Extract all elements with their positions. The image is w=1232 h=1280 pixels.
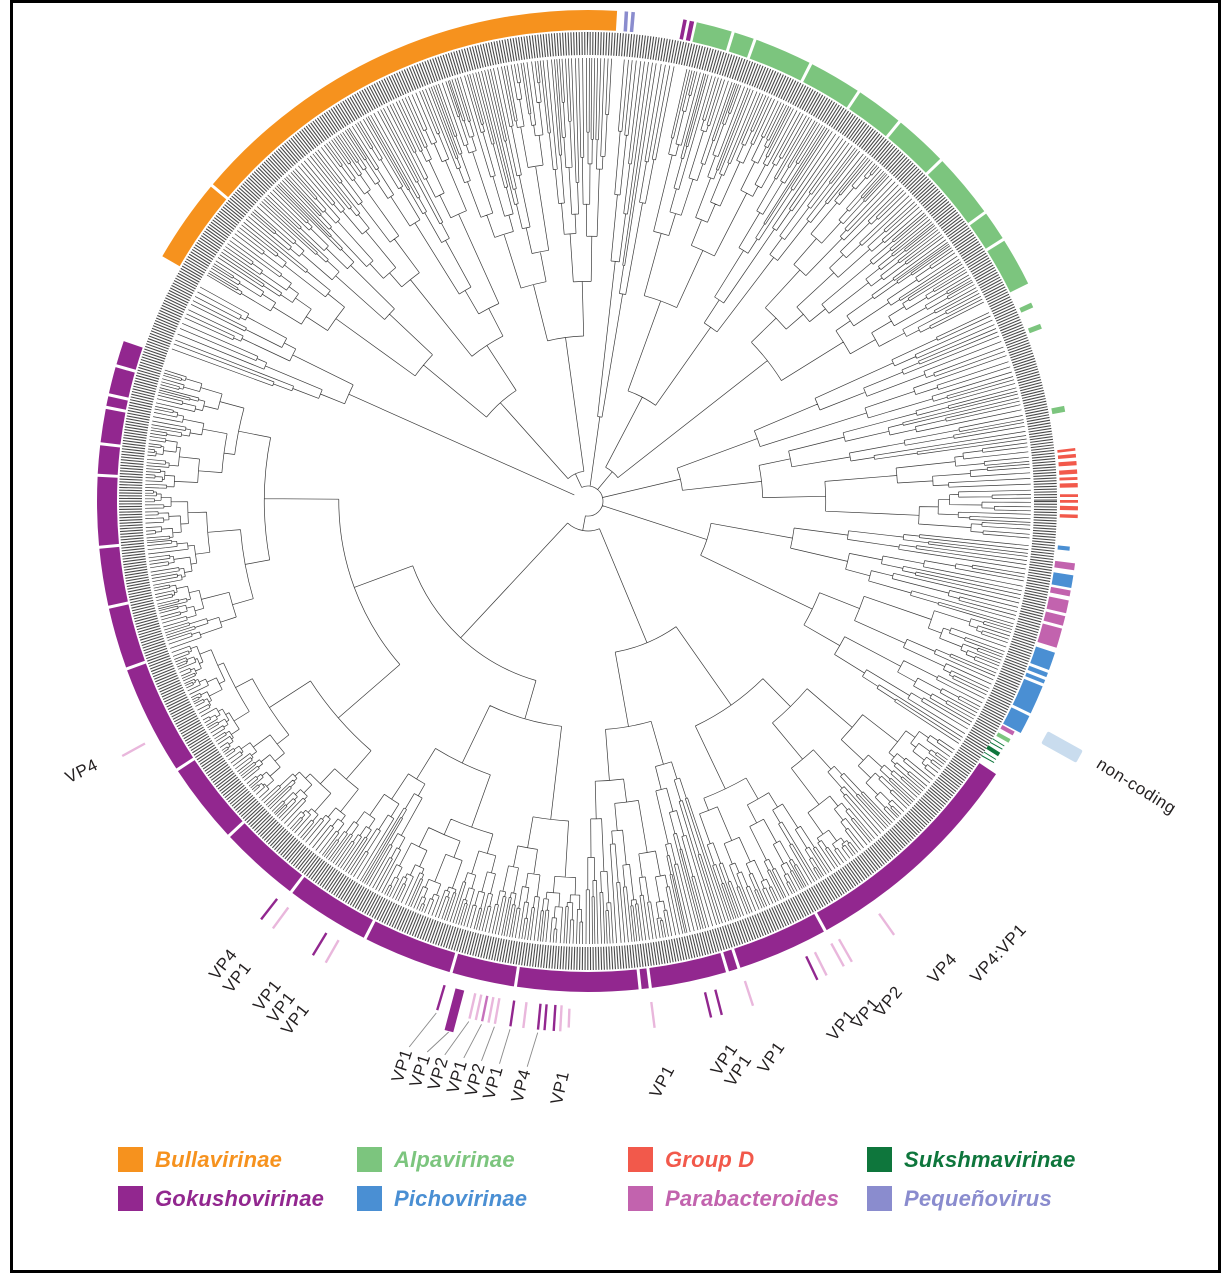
label-vp1: VP1 — [646, 1062, 679, 1101]
non-coding-color-swatch — [1041, 731, 1083, 763]
annotation-tick — [260, 898, 279, 921]
ring-segment-sukshmavirinae — [981, 751, 997, 764]
ring-segment-gokushovirinae — [679, 19, 695, 42]
ring-segment-parabacteroides — [1054, 560, 1076, 571]
legend-item-pequenovirus: Pequeñovirus — [867, 1186, 1117, 1211]
ring-segment-alpavirinae — [996, 732, 1011, 743]
annotation-tick — [552, 1004, 557, 1031]
annotation-tick — [474, 994, 483, 1021]
annotation-tick — [522, 1002, 528, 1029]
ring-segment-alpavirinae — [1019, 302, 1034, 313]
gokushovirinae-color-swatch — [118, 1186, 143, 1211]
ring-segment-sukshmavirinae — [989, 738, 1005, 750]
non-coding-swatch — [1041, 731, 1083, 763]
legend-item-gokushovirinae: Gokushovirinae — [118, 1186, 357, 1211]
legend-label: Pichovirinae — [394, 1186, 528, 1211]
sukshmavirinae-color-swatch — [867, 1147, 892, 1172]
ring-segment-parabacteroides — [1000, 724, 1015, 736]
annotation-tick — [650, 1001, 656, 1028]
legend-item-alpavirinae: Alpavirinae — [357, 1147, 628, 1172]
label-vp4: VP4 — [924, 949, 961, 987]
annotation-leader — [426, 1031, 450, 1053]
outer-annotation-ticks — [121, 742, 896, 1033]
ring-segment-gokushovirinae — [97, 341, 997, 992]
label-vp1: VP1 — [754, 1038, 789, 1077]
annotation-tick — [837, 938, 853, 963]
annotation-leader — [408, 1012, 437, 1048]
pequenovirus-color-swatch — [867, 1186, 892, 1211]
annotation-leader — [444, 1021, 470, 1056]
ring-segment-alpavirinae — [692, 22, 1029, 293]
label-non-coding: non-coding — [1093, 754, 1179, 818]
leaf-tick-ring — [119, 32, 1057, 970]
ring-segment-alpavirinae — [1051, 405, 1066, 415]
annotation-tick — [543, 1004, 548, 1031]
annotation-tick — [480, 995, 489, 1022]
annotation-tick — [436, 984, 446, 1011]
annotation-tick — [444, 988, 465, 1033]
parabacteroides-color-swatch — [628, 1186, 653, 1211]
legend-label: Gokushovirinae — [155, 1186, 325, 1211]
legend-label: Alpavirinae — [394, 1147, 515, 1172]
ring-segment-group-d — [1059, 469, 1078, 488]
ring-segment-parabacteroides — [1037, 596, 1069, 648]
annotation-tick — [830, 942, 845, 967]
annotation-tick — [271, 906, 290, 930]
annotation-tick — [509, 1000, 516, 1027]
ring-segment-pequenovirus — [623, 11, 635, 33]
ring-segment-pichovirinae — [1003, 646, 1056, 734]
ring-segment-parabacteroides — [1049, 586, 1071, 597]
classification-ring — [97, 10, 1079, 992]
legend-label: Parabacteroides — [665, 1186, 840, 1211]
tree-branch-paths — [144, 57, 1032, 945]
label-vp1: VP1 — [547, 1069, 573, 1106]
annotation-tick — [121, 742, 146, 758]
ring-segment-bullavirinae — [162, 10, 618, 267]
ring-segment-sukshmavirinae — [986, 745, 1001, 757]
annotation-tick — [324, 939, 340, 964]
annotation-tick — [311, 932, 328, 956]
annotation-tick — [468, 993, 477, 1019]
legend: Bullavirinae Alpavirinae Group D Sukshma… — [118, 1147, 1117, 1211]
label-vp4-vp1: VP4:VP1 — [966, 920, 1030, 986]
annotation-tick — [536, 1003, 542, 1030]
legend-item-sukshmavirinae: Sukshmavirinae — [867, 1147, 1117, 1172]
legend-label: Sukshmavirinae — [904, 1147, 1076, 1172]
annotation-tick — [805, 955, 819, 981]
legend-item-parabacteroides: Parabacteroides — [628, 1186, 867, 1211]
annotation-tick — [567, 1008, 571, 1028]
annotation-tick — [813, 951, 828, 976]
tree-branches — [144, 57, 1032, 945]
legend-label: Bullavirinae — [155, 1147, 283, 1172]
pichovirinae-color-swatch — [357, 1186, 382, 1211]
legend-label: Pequeñovirus — [904, 1186, 1052, 1211]
annotation-leader — [481, 1026, 495, 1061]
annotation-tick — [743, 980, 755, 1007]
annotation-tick — [487, 996, 495, 1023]
ring-segment-group-d — [1057, 448, 1077, 459]
legend-label: Group D — [665, 1147, 755, 1172]
annotation-tick — [878, 913, 896, 936]
annotation-leader-lines — [408, 1012, 539, 1067]
legend-item-pichovirinae: Pichovirinae — [357, 1186, 628, 1211]
label-vp4: VP4 — [507, 1067, 534, 1105]
annotation-tick — [703, 992, 713, 1018]
bullavirinae-color-swatch — [118, 1147, 143, 1172]
annotation-leader — [463, 1024, 482, 1059]
ring-segment-alpavirinae — [1027, 323, 1042, 334]
label-vp4: VP4 — [62, 755, 101, 787]
annotation-tick — [714, 989, 723, 1016]
alpavirinae-color-swatch — [357, 1147, 382, 1172]
annotation-leader — [499, 1029, 511, 1064]
leaf-tick-ring-circle — [119, 32, 1057, 970]
annotation-tick — [493, 997, 501, 1025]
annotation-tick — [559, 1005, 563, 1032]
ring-segment-pichovirinae — [1051, 572, 1074, 588]
group-d-color-swatch — [628, 1147, 653, 1172]
annotation-leader — [526, 1032, 539, 1067]
legend-item-group-d: Group D — [628, 1147, 867, 1172]
legend-item-bullavirinae: Bullavirinae — [118, 1147, 357, 1172]
